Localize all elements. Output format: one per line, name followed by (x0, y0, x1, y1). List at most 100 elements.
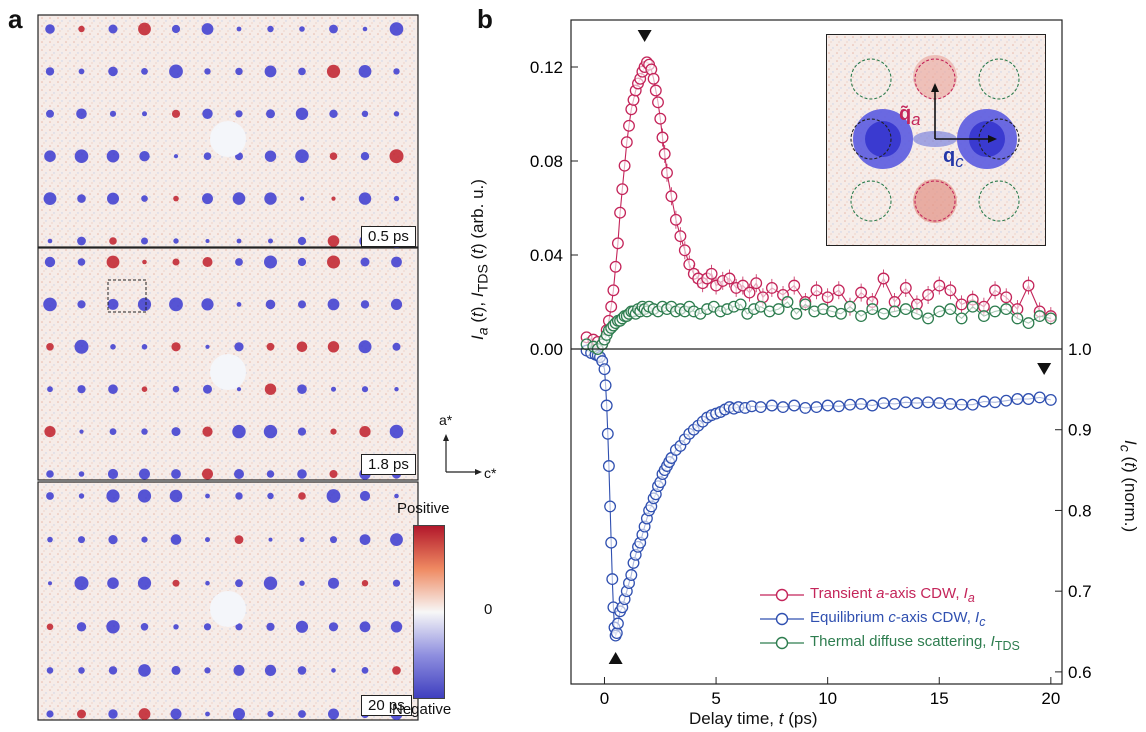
data-point (877, 272, 890, 285)
data-point (922, 288, 935, 301)
data-point (966, 300, 979, 313)
data-point (944, 284, 957, 297)
data-point (777, 401, 789, 414)
data-point (1011, 393, 1024, 405)
data-point (618, 159, 631, 172)
vector-qc-label: qc (943, 145, 964, 171)
data-point (743, 286, 756, 299)
data-point (866, 399, 879, 412)
data-point (599, 379, 612, 392)
data-point (1044, 393, 1057, 406)
data-point (855, 310, 868, 323)
data-point (649, 84, 662, 97)
data-point (605, 536, 618, 549)
data-point (933, 305, 946, 318)
data-point (855, 286, 868, 299)
data-point (1033, 391, 1046, 404)
plot-frame (570, 19, 1063, 685)
data-point (1022, 317, 1035, 330)
data-point (602, 460, 615, 472)
legend-item-tds: Thermal diffuse scattering, ITDS (760, 631, 1020, 655)
data-point (598, 363, 611, 376)
data-point (910, 397, 923, 410)
data-point (821, 291, 834, 304)
data-point (989, 396, 1001, 409)
left-tick-label: 0.08 (530, 152, 563, 171)
data-point (656, 131, 669, 144)
data-point (611, 237, 624, 250)
data-point (788, 399, 801, 412)
data-point (754, 401, 767, 414)
data-point (765, 281, 778, 294)
data-point (799, 401, 812, 414)
data-point (922, 396, 935, 409)
data-point (674, 230, 687, 243)
data-point (888, 305, 901, 318)
x-axis-label: Delay time, t (ps) (689, 709, 818, 728)
data-point (669, 213, 682, 226)
data-point (844, 300, 856, 313)
data-point (765, 399, 778, 412)
time-label-0: 0.5 ps (361, 226, 416, 247)
data-point (933, 279, 946, 292)
data-point (604, 500, 617, 513)
data-point (888, 397, 901, 410)
data-point (606, 573, 619, 586)
data-point (788, 279, 801, 292)
data-point (835, 307, 847, 320)
data-point (1044, 312, 1057, 325)
data-point (899, 396, 912, 409)
data-point (989, 284, 1001, 297)
left-tick-label: 0.00 (530, 340, 563, 359)
right-tick-label: 0.6 (1068, 663, 1092, 682)
data-point (605, 300, 618, 313)
panel-letter-a: a (8, 4, 23, 34)
right-tick-label: 0.9 (1068, 421, 1092, 440)
data-point (772, 303, 785, 316)
right-axis-label: Ic (t) (norm.) (1116, 440, 1140, 533)
reciprocal-axis-indicator (443, 434, 482, 475)
data-point (601, 427, 614, 440)
x-tick-label: 20 (1041, 689, 1060, 708)
data-point (611, 617, 624, 630)
data-point (661, 166, 673, 179)
data-point (922, 312, 935, 325)
data-point (977, 310, 990, 323)
data-point (620, 136, 633, 149)
data-point (705, 267, 718, 280)
data-point (734, 298, 747, 311)
colorbar-negative-label: Negative (392, 701, 452, 718)
data-point (750, 277, 763, 290)
x-tick-label: 0 (600, 689, 609, 708)
data-point (609, 260, 622, 273)
vector-qa-label: q̃a (899, 103, 921, 129)
data-point (607, 284, 620, 297)
data-point (1000, 394, 1013, 407)
time-marker-1 (608, 652, 623, 664)
data-point (1022, 393, 1035, 405)
data-point (658, 147, 671, 160)
data-point (723, 272, 736, 285)
panel-letter-b: b (477, 4, 493, 34)
x-tick-label: 15 (930, 689, 949, 708)
data-point (910, 307, 923, 320)
right-tick-label: 1.0 (1068, 340, 1092, 359)
data-point (623, 119, 635, 132)
data-point (899, 281, 912, 294)
colorbar-positive-label: Positive (397, 500, 450, 517)
data-point (955, 312, 968, 325)
x-tick-label: 5 (711, 689, 720, 708)
data-point (790, 307, 803, 320)
time-label-1: 1.8 ps (361, 454, 416, 475)
data-point (944, 303, 957, 316)
axis-a-star-label: a* (439, 412, 453, 428)
right-tick-label: 0.8 (1068, 501, 1092, 520)
data-point (600, 399, 613, 412)
axis-c-star-label: c* (484, 465, 497, 481)
legend-item-transient: Transient a-axis CDW, Ia (760, 583, 1020, 607)
data-point (877, 307, 890, 320)
data-point (683, 258, 696, 271)
left-tick-label: 0.12 (530, 58, 563, 77)
time-marker-2 (1037, 363, 1052, 375)
